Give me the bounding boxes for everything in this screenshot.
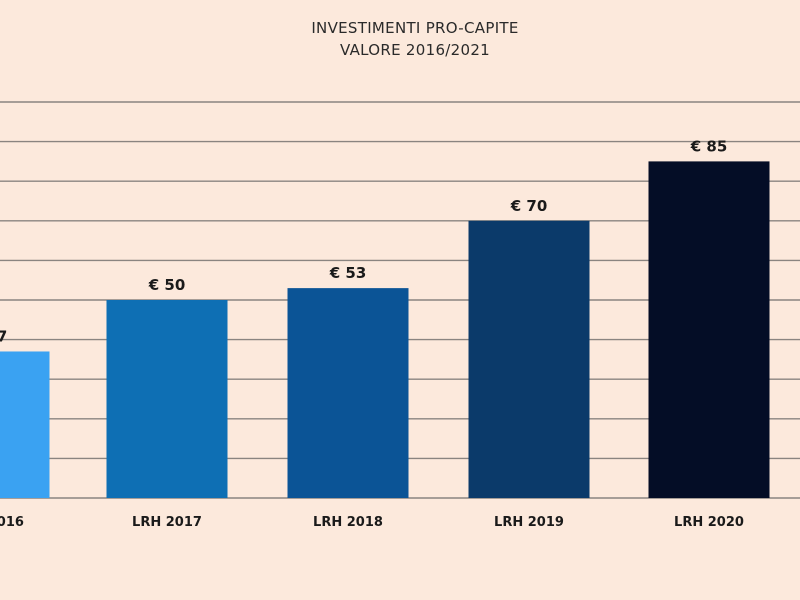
x-tick-label: LRH 2016: [0, 515, 24, 530]
data-label: € 53: [329, 264, 367, 282]
data-label: € 50: [148, 276, 186, 294]
bar-lrh-2016: [0, 351, 50, 498]
x-tick-label: LRH 2019: [494, 515, 564, 530]
x-tick-label: LRH 2018: [313, 515, 383, 530]
bar-lrh-2019: [468, 220, 590, 499]
chart-title: INVESTIMENTI PRO-CAPITE: [311, 19, 519, 37]
chart-subtitle: VALORE 2016/2021: [339, 41, 491, 59]
data-label: € 70: [510, 197, 548, 215]
data-label: € 85: [690, 137, 728, 155]
bar-lrh-2017: [106, 300, 228, 498]
bar-lrh-2020: [648, 161, 770, 498]
x-tick-label: LRH 2020: [674, 515, 744, 530]
bar-lrh-2018: [287, 288, 409, 498]
data-label: € 37: [0, 327, 7, 345]
x-tick-label: LRH 2017: [132, 515, 202, 530]
